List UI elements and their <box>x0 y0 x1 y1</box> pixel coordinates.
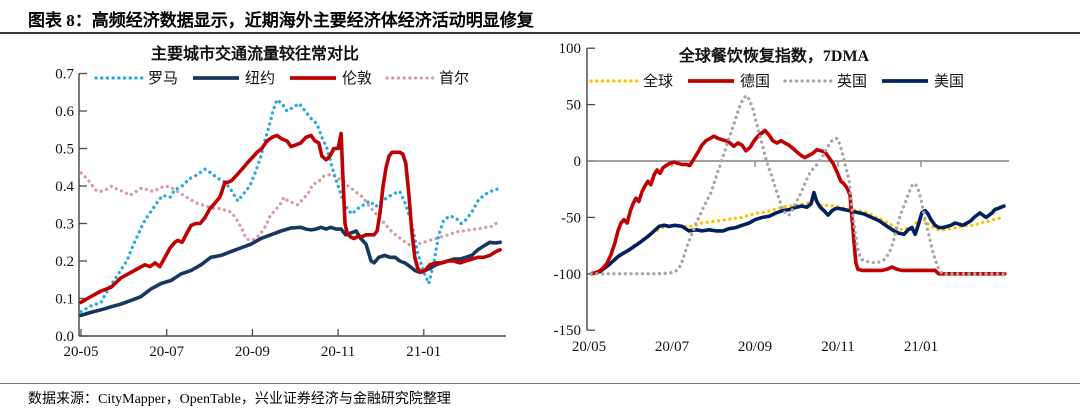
y-tick-label: 0.0 <box>55 329 74 345</box>
x-tick-label: 20/09 <box>738 339 772 355</box>
legend-label-纽约: 纽约 <box>245 70 275 87</box>
data-source: 数据来源：CityMapper，OpenTable，兴业证券经济与金融研究院整理 <box>28 392 451 407</box>
y-tick-label: 0.1 <box>55 292 74 308</box>
chart-title: 全球餐饮恢复指数，7DMA <box>678 46 870 65</box>
chart-title: 主要城市交通流量较往常对比 <box>151 44 359 63</box>
legend-label-首尔: 首尔 <box>439 70 469 87</box>
legend-label-英国: 英国 <box>837 72 867 90</box>
x-tick-label: 20-07 <box>149 344 184 360</box>
figure-header: 图表 8：高频经济数据显示，近期海外主要经济体经济活动明显修复 <box>28 6 534 31</box>
series-全球 <box>589 194 1006 276</box>
legend-label-罗马: 罗马 <box>148 70 178 87</box>
y-tick-label: 50 <box>566 98 581 114</box>
page-title: 图表 8：高频经济数据显示，近期海外主要经济体经济活动明显修复 <box>28 11 534 30</box>
traffic-flow-chart: 0.0 0.1 0.2 0.3 0.4 0.5 0.6 0.7 20-05 20-07 20-09 2… <box>55 44 506 360</box>
x-tick-label: 20-05 <box>64 344 99 360</box>
y-tick-label: 0.2 <box>55 254 74 270</box>
series-纽约 <box>79 225 502 318</box>
legend-label-美国: 美国 <box>934 73 964 90</box>
legend-label-全球: 全球 <box>643 72 673 90</box>
series-罗马 <box>79 98 502 314</box>
y-tick-label: -100 <box>554 267 582 283</box>
legend-label-德国: 德国 <box>740 72 770 90</box>
x-tick-label: 20/11 <box>821 339 855 355</box>
header-divider <box>0 32 1080 34</box>
x-tick-label: 20/07 <box>655 339 690 355</box>
y-tick-label: 0 <box>574 154 582 170</box>
y-tick-label: 0.7 <box>55 67 74 83</box>
series-美国 <box>589 190 1006 276</box>
x-tick-label: 20-09 <box>235 344 270 360</box>
figure-footer: 数据来源：CityMapper，OpenTable，兴业证券经济与金融研究院整理 <box>28 388 451 408</box>
y-tick-label: -150 <box>554 323 582 339</box>
legend-label-伦敦: 伦敦 <box>342 70 372 87</box>
x-tick-label: 21/01 <box>904 339 938 355</box>
series-首尔 <box>79 171 502 248</box>
x-tick-label: 20/05 <box>572 339 606 355</box>
y-tick-label: 0.6 <box>55 104 74 120</box>
y-tick-label: -50 <box>561 210 581 226</box>
x-tick-label: 20-11 <box>321 344 355 360</box>
series-德国 <box>589 128 1007 276</box>
y-tick-label: 100 <box>559 41 582 57</box>
series-英国 <box>589 93 1007 276</box>
series-伦敦 <box>79 131 502 305</box>
y-tick-label: 0.3 <box>55 217 74 233</box>
y-tick-label: 0.5 <box>55 142 74 158</box>
y-tick-label: 0.4 <box>55 179 74 195</box>
x-tick-label: 21-01 <box>406 344 441 360</box>
footer-divider <box>0 383 1080 384</box>
